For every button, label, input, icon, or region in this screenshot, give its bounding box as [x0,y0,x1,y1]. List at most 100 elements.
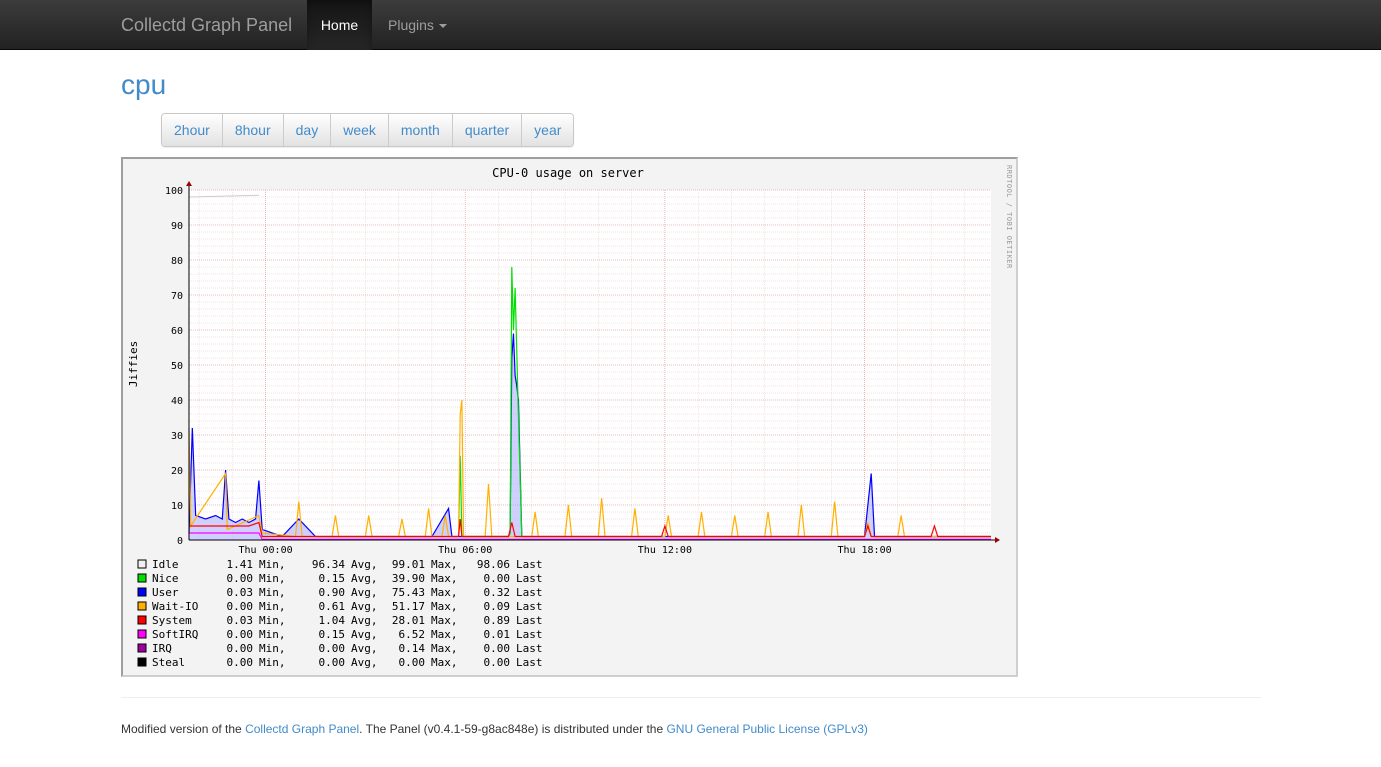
legend-last-label: Last [516,656,543,669]
legend-last: 98.06 [477,558,510,571]
legend-min: 0.00 [227,642,254,655]
nav-plugins-label: Plugins [388,17,434,33]
footer: Modified version of the Collectd Graph P… [121,722,868,736]
legend-min-label: Min, [259,614,286,627]
range-button-day[interactable]: day [283,114,332,146]
nav-home[interactable]: Home [307,0,372,50]
legend-avg: 0.15 [319,572,346,585]
legend-last-label: Last [516,572,543,585]
nav-plugins-dropdown[interactable]: Plugins [388,0,447,50]
chart-title: CPU-0 usage on server [492,166,644,180]
y-tick-label: 80 [171,256,183,267]
y-tick-label: 100 [165,186,183,197]
legend-avg: 0.00 [319,642,346,655]
legend-max: 0.00 [399,656,426,669]
y-tick-label: 70 [171,291,183,302]
legend-last: 0.01 [484,628,511,641]
series-line-nice [457,266,523,538]
legend-avg-label: Avg, [351,586,378,599]
x-tick-label: Thu 18:00 [837,545,891,556]
legend-min-label: Min, [259,600,286,613]
legend-swatch-idle [137,559,147,569]
legend-name: User [152,586,179,599]
range-button-month[interactable]: month [388,114,453,146]
series-line-softirq [189,532,991,540]
legend-min-label: Min, [259,558,286,571]
range-button-week[interactable]: week [331,114,389,146]
legend-min: 0.03 [227,586,254,599]
range-button-8hour[interactable]: 8hour [222,114,284,146]
collectd-graph-panel-link[interactable]: Collectd Graph Panel [245,722,360,736]
series-idle-line [188,194,259,198]
legend-last-label: Last [516,628,543,641]
legend-name: System [152,614,192,627]
legend-min: 0.00 [227,628,254,641]
footer-prefix: Modified version of the [121,722,246,736]
legend-name: Nice [152,572,179,585]
legend-avg-label: Avg, [351,642,378,655]
legend-avg: 0.90 [319,586,346,599]
legend-avg: 1.04 [319,614,346,627]
gpl-license-link[interactable]: GNU General Public License (GPLv3) [666,722,868,736]
range-button-year[interactable]: year [522,114,574,146]
brand-link[interactable]: Collectd Graph Panel [121,15,293,35]
legend-swatch-system [137,615,147,625]
legend-max-label: Max, [431,586,458,599]
legend-max-label: Max, [431,642,458,655]
legend-name: IRQ [152,642,172,655]
y-tick-label: 90 [171,221,183,232]
page-title: cpu [121,69,167,100]
legend-max: 51.17 [392,600,425,613]
range-button-2hour[interactable]: 2hour [162,114,223,146]
legend-max: 75.43 [392,586,425,599]
legend-name: Idle [152,558,179,571]
legend-last-label: Last [516,586,543,599]
legend-avg-label: Avg, [351,614,378,627]
legend-max: 28.01 [392,614,425,627]
y-tick-label: 60 [171,326,183,337]
legend-avg: 0.00 [319,656,346,669]
y-tick-label: 10 [171,501,183,512]
cpu-chart-svg: CPU-0 usage on server RRDTOOL / TOBI OET… [127,165,1013,669]
legend-avg-label: Avg, [351,558,378,571]
y-tick-label: 20 [171,466,183,477]
y-axis-arrow-icon [186,181,192,186]
x-axis-arrow-icon [995,537,1000,543]
y-tick-label: 40 [171,396,183,407]
legend-name: Steal [152,656,185,669]
legend-last-label: Last [516,600,543,613]
legend-max: 0.14 [399,642,426,655]
legend-max-label: Max, [431,572,458,585]
y-tick-label: 30 [171,431,183,442]
legend-max-label: Max, [431,628,458,641]
cpu-graph: CPU-0 usage on server RRDTOOL / TOBI OET… [121,157,1018,677]
legend-max-label: Max, [431,656,458,669]
legend-last: 0.32 [484,586,511,599]
legend-swatch-steal [137,657,147,667]
y-tick-label: 50 [171,361,183,372]
series-line-system [189,518,991,538]
legend-avg-label: Avg, [351,572,378,585]
legend-min: 1.41 [227,558,254,571]
legend-swatch-user [137,587,147,597]
legend-name: SoftIRQ [152,628,198,641]
legend-last: 0.00 [484,642,511,655]
range-button-quarter[interactable]: quarter [452,114,523,146]
rrdtool-watermark: RRDTOOL / TOBI OETIKER [1005,165,1013,269]
legend-last: 0.89 [484,614,511,627]
legend-min: 0.00 [227,656,254,669]
top-navbar: Collectd Graph Panel Home Plugins [0,0,1381,50]
y-axis-label: Jiffies [127,341,140,387]
legend-min-label: Min, [259,586,286,599]
legend-min-label: Min, [259,628,286,641]
legend-avg: 0.61 [319,600,346,613]
legend-last: 0.00 [484,572,511,585]
legend-swatch-wait-io [137,601,147,611]
legend-name: Wait-IO [152,600,198,613]
legend-min-label: Min, [259,572,286,585]
legend-min-label: Min, [259,642,286,655]
time-range-button-group: 2hour 8hour day week month quarter year [161,113,575,147]
legend-last-label: Last [516,614,543,627]
legend-avg-label: Avg, [351,628,378,641]
legend-max: 39.90 [392,572,425,585]
